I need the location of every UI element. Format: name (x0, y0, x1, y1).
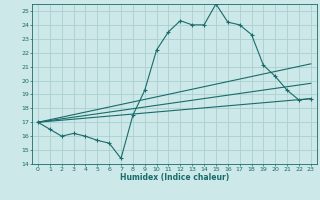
X-axis label: Humidex (Indice chaleur): Humidex (Indice chaleur) (120, 173, 229, 182)
